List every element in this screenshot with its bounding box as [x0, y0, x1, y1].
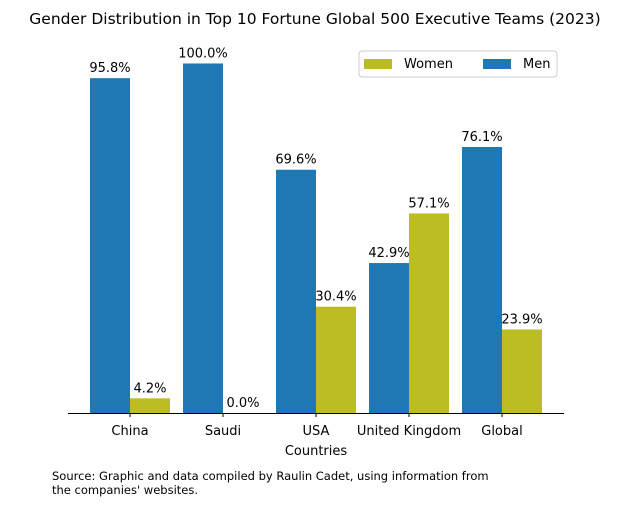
x-tick-label-united-kingdom: United Kingdom — [357, 424, 461, 439]
bar-women-usa — [316, 306, 356, 413]
value-label-men-usa: 69.6% — [275, 153, 316, 168]
bar-men-global — [462, 147, 502, 413]
x-tick-label-usa: USA — [303, 424, 330, 439]
x-tick-label-saudi: Saudi — [205, 424, 241, 439]
value-label-men-global: 76.1% — [461, 130, 502, 145]
source-note: Source: Graphic and data compiled by Rau… — [52, 469, 489, 497]
bar-men-china — [90, 78, 130, 413]
bar-men-usa — [276, 169, 316, 413]
legend-swatch-men — [483, 59, 511, 69]
value-labels-group: 95.8% 4.2% 100.0% 0.0% 69.6% 30.4% 42.9% 57.1% 7… — [89, 46, 542, 411]
value-label-women-china: 4.2% — [133, 381, 166, 396]
legend: Women Men — [358, 50, 558, 78]
value-label-men-saudi: 100.0% — [178, 46, 228, 61]
bar-women-united-kingdom — [409, 213, 449, 413]
value-label-women-usa: 30.4% — [315, 290, 356, 305]
legend-swatch-women — [364, 59, 392, 69]
x-axis-label: Countries — [285, 444, 348, 459]
x-tick-label-global: Global — [481, 424, 522, 439]
value-label-women-saudi: 0.0% — [226, 396, 259, 411]
legend-label-men: Men — [523, 57, 550, 72]
value-label-women-global: 23.9% — [501, 312, 542, 327]
bar-women-global — [502, 329, 542, 413]
value-label-men-china: 95.8% — [89, 61, 130, 76]
bar-men-saudi — [183, 63, 223, 413]
bar-men-united-kingdom — [369, 263, 409, 413]
value-label-women-united-kingdom: 57.1% — [408, 196, 449, 211]
x-tick-label-china: China — [111, 424, 148, 439]
chart-title: Gender Distribution in Top 10 Fortune Gl… — [29, 10, 600, 28]
bars-group — [90, 63, 542, 413]
bar-women-china — [130, 398, 170, 413]
value-label-men-united-kingdom: 42.9% — [368, 246, 409, 261]
x-ticks-group: China Saudi USA United Kingdom Global — [111, 413, 523, 439]
legend-box — [358, 50, 558, 78]
legend-label-women: Women — [404, 57, 453, 72]
